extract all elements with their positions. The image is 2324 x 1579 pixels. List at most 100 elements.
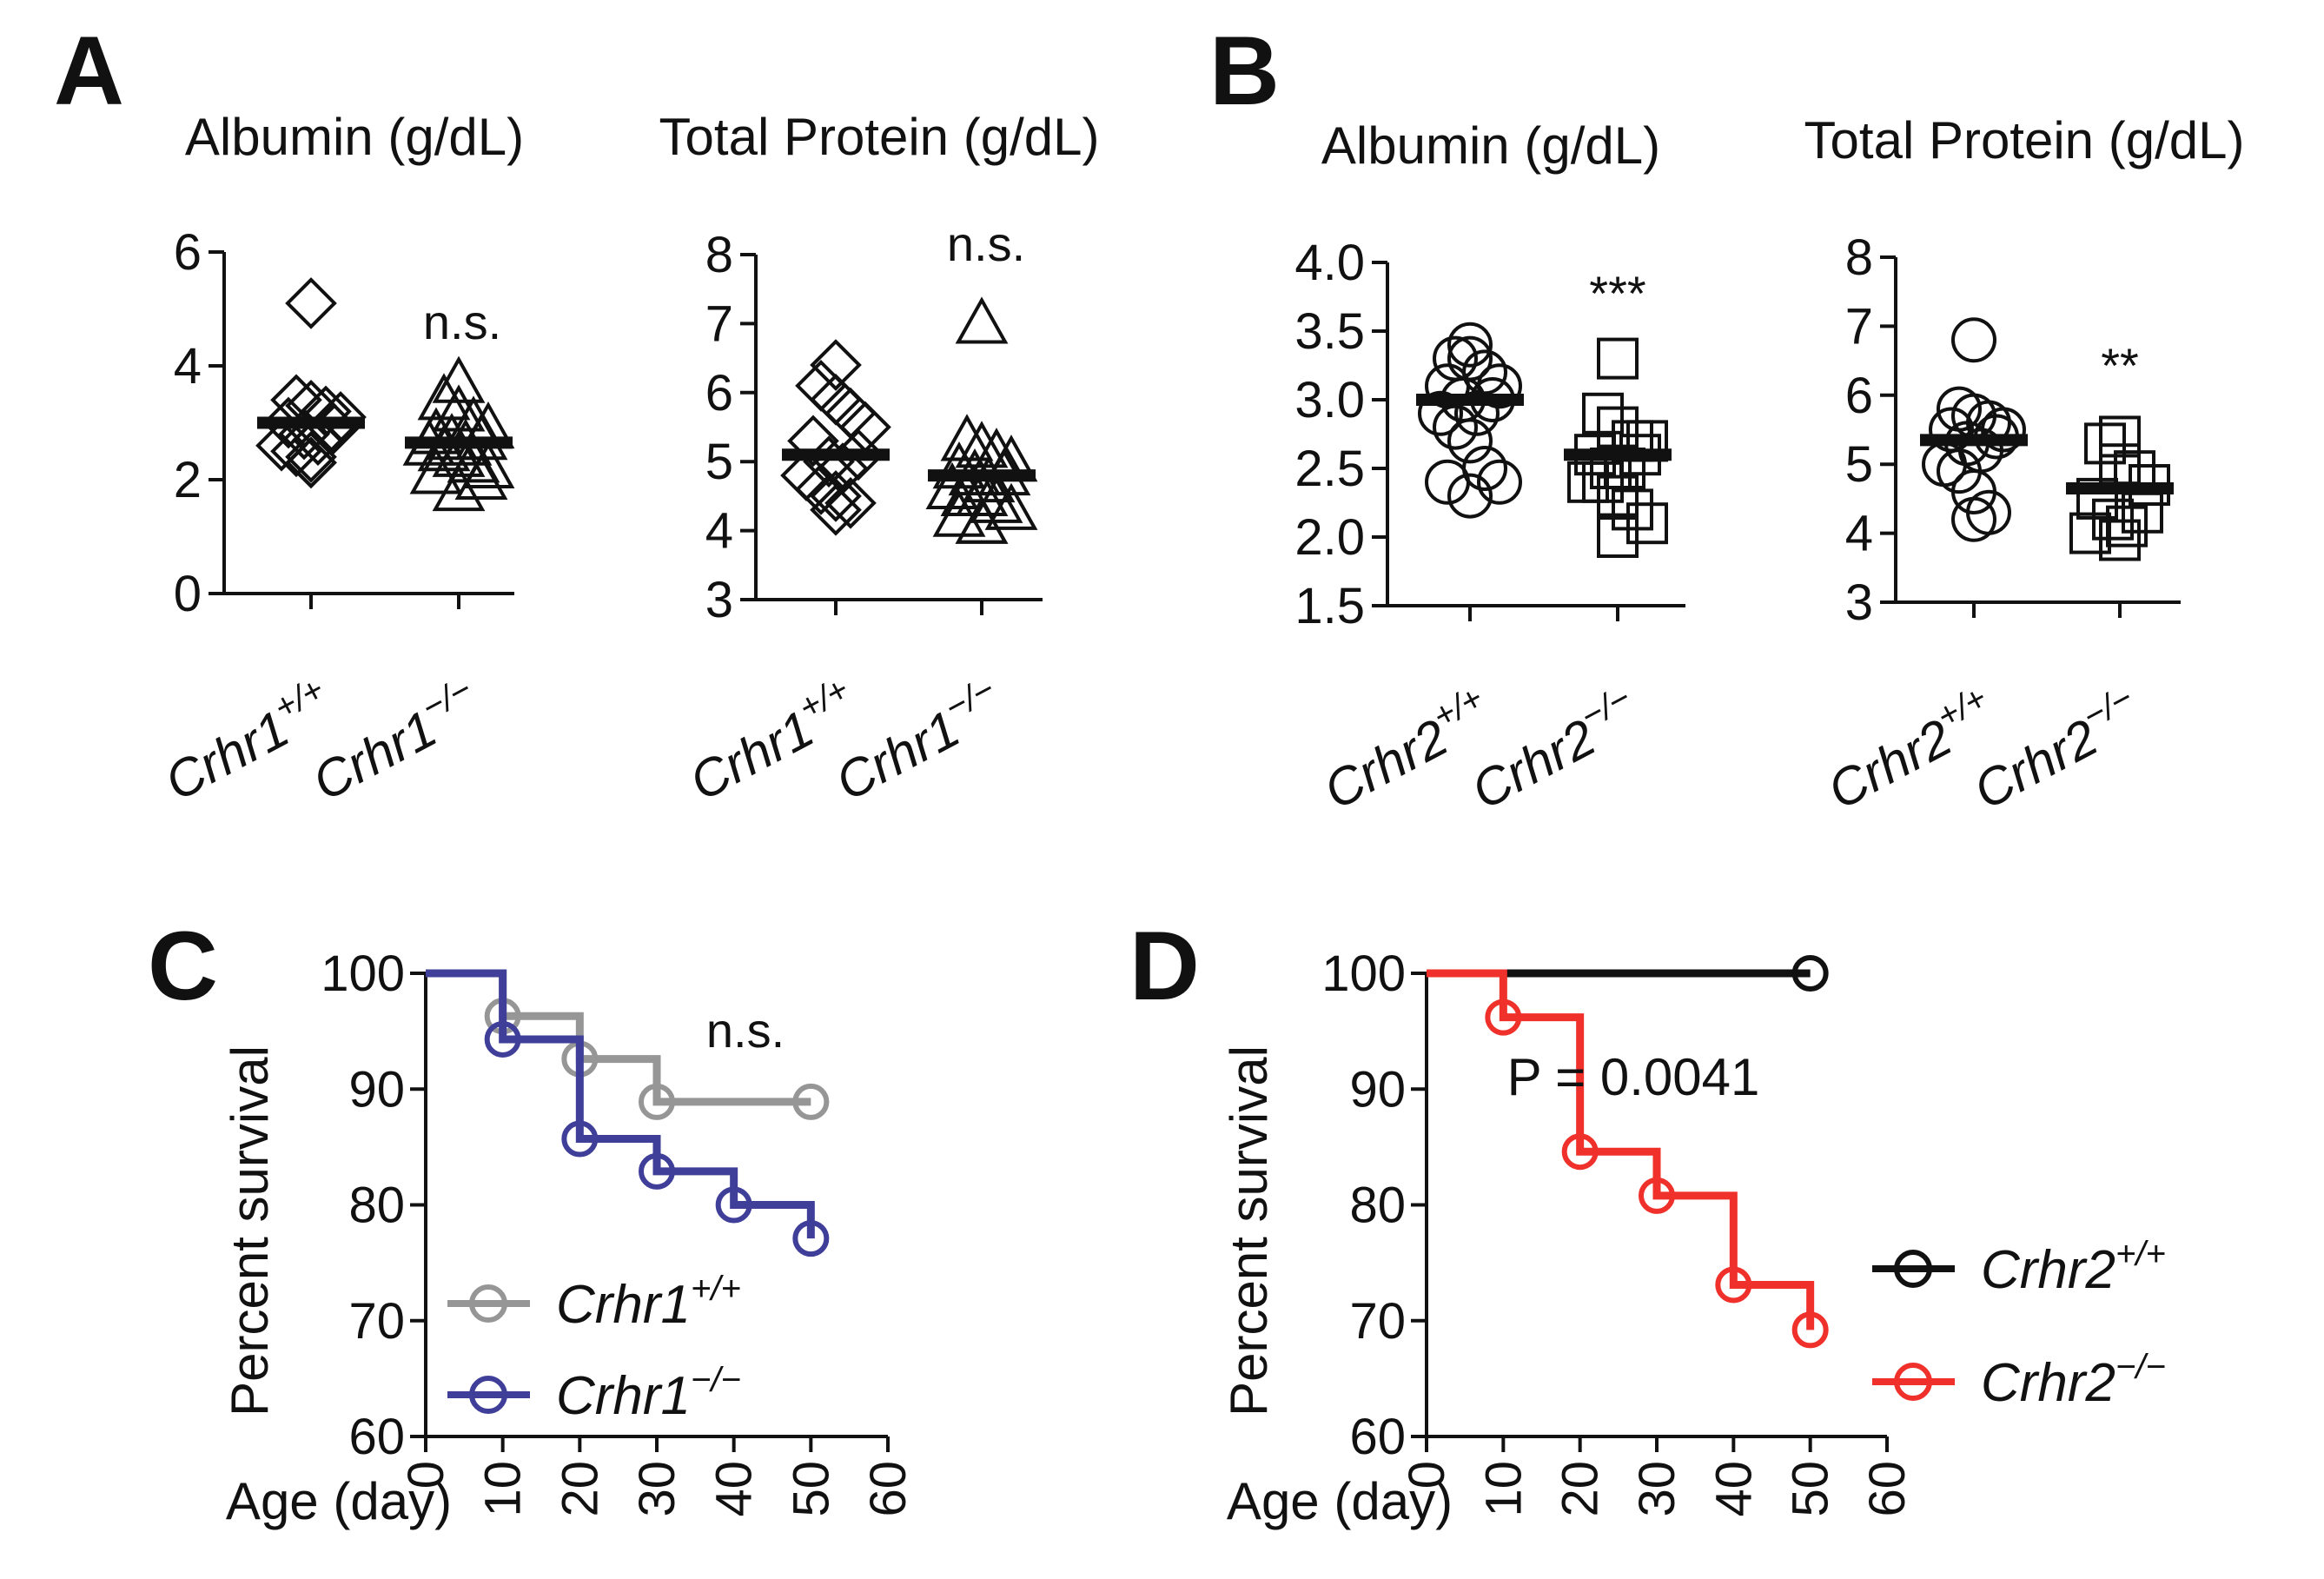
significance-label: n.s. [947, 216, 1025, 271]
x-tick-label: 20 [552, 1461, 608, 1517]
group-label: Crhr1+/+ [153, 670, 342, 812]
data-point [1454, 390, 1500, 436]
x-tick-label: 30 [629, 1461, 685, 1517]
x-tick-label: 10 [475, 1461, 532, 1517]
data-point [1597, 474, 1639, 517]
significance-label: *** [1589, 266, 1645, 321]
group-label: Crhr1+/+ [678, 670, 867, 812]
y-tick-label: 7 [705, 295, 733, 352]
y-axis-title: Percent survival [1220, 1045, 1278, 1416]
data-point [1612, 488, 1653, 531]
group-label: Crhr1−/− [301, 670, 490, 812]
censor-marker [792, 1220, 830, 1257]
data-point [285, 430, 337, 483]
data-point [984, 482, 1038, 530]
y-tick-label: 3 [705, 572, 733, 628]
data-point [1447, 473, 1493, 519]
panel-letter-a: A [54, 17, 124, 125]
y-tick-label: 100 [321, 945, 405, 1002]
data-point [824, 477, 877, 529]
data-point [1425, 459, 1470, 505]
x-tick-label: 10 [1475, 1461, 1532, 1517]
data-point [454, 452, 508, 501]
y-tick-label: 5 [1845, 436, 1873, 493]
censor-marker [1561, 1133, 1599, 1171]
legend-label: Crhr2−/− [1981, 1348, 2166, 1413]
data-point [2069, 512, 2111, 554]
data-point [1582, 392, 1624, 435]
data-point [2099, 415, 2141, 458]
chart-A-totalprotein: 3 4 5 6 7 8 Crhr1+/+Crhr1−/− n.s. [678, 216, 1043, 812]
y-tick-label: 60 [348, 1409, 405, 1465]
x-axis-title: Age (day) [1227, 1472, 1453, 1530]
y-axis-title: Percent survival [221, 1045, 279, 1416]
chart-C-survival: 60 70 80 90 100 0 10 20 30 40 50 60 Age (day) Percent… [221, 945, 917, 1530]
censor-marker [792, 1083, 830, 1120]
censor-marker [715, 1186, 752, 1224]
plots-layer: 0246Crhr1+/+Crhr1−/−n.s.345678Crhr1+/+Cr… [153, 216, 2181, 1530]
y-tick-label: 3.0 [1294, 372, 1365, 428]
data-point [970, 475, 1023, 523]
censor-marker [1715, 1266, 1752, 1304]
censor-marker [1485, 998, 1522, 1036]
legend-marker [1894, 1250, 1932, 1288]
data-point [810, 483, 862, 536]
x-tick-label: 40 [706, 1461, 763, 1517]
x-tick-label: 20 [1553, 1461, 1609, 1517]
x-tick-label: 0 [398, 1461, 454, 1489]
x-tick-label: 50 [1783, 1461, 1839, 1517]
y-tick-label: 90 [348, 1061, 405, 1118]
data-point [1626, 502, 1668, 545]
data-point [1951, 496, 1996, 542]
significance-label: ** [2101, 338, 2139, 393]
chart-a-totalprotein-title: Total Protein (g/dL) [659, 108, 1100, 166]
y-tick-label: 90 [1349, 1061, 1406, 1118]
censor-marker [1791, 1311, 1829, 1349]
censor-marker [561, 1120, 599, 1158]
y-tick-label: 2.0 [1294, 509, 1365, 566]
data-point [1418, 390, 1463, 436]
y-tick-label: 2.5 [1294, 441, 1365, 497]
legend-marker [469, 1284, 507, 1323]
x-tick-label: 0 [1399, 1461, 1455, 1489]
survival-line [1427, 969, 1815, 1330]
data-point [1447, 418, 1493, 464]
data-point [255, 419, 308, 472]
censor-marker [639, 1083, 675, 1120]
censor-marker [639, 1152, 675, 1190]
y-tick-label: 6 [174, 224, 202, 281]
y-tick-label: 7 [1845, 298, 1873, 355]
data-point [810, 339, 862, 391]
significance-annotation: n.s. [706, 1003, 785, 1058]
panel-letter-c: C [148, 912, 218, 1020]
legend-label: Crhr2+/+ [1981, 1235, 2166, 1300]
y-tick-label: 4 [705, 503, 733, 560]
data-point [1597, 337, 1639, 380]
y-tick-label: 6 [705, 365, 733, 421]
data-point [285, 277, 337, 329]
y-tick-label: 8 [1845, 229, 1873, 286]
data-point [1951, 317, 1996, 363]
data-point [1477, 459, 1522, 505]
group-label: Crhr2+/+ [1816, 679, 2005, 820]
y-tick-label: 80 [1349, 1178, 1406, 1234]
data-point [932, 489, 986, 537]
y-tick-label: 8 [705, 227, 733, 283]
legend-label: Crhr1+/+ [556, 1270, 741, 1335]
chart-B-albumin: 1.5 2.0 2.5 3.0 3.5 4.0 Crhr2+/+Crhr2−/− *** [1294, 235, 1685, 820]
chart-B-totalprotein: 3 4 5 6 7 8 Crhr2+/+Crhr2−/− ** [1816, 229, 2181, 820]
chart-D-survival: 60 70 80 90 100 0 10 20 30 40 50 60 Age (day) Percent… [1220, 945, 2166, 1530]
group-label: Crhr2−/− [1962, 679, 2151, 820]
x-tick-label: 50 [783, 1461, 839, 1517]
data-point [787, 415, 839, 468]
survival-line [426, 969, 815, 1239]
y-tick-label: 100 [1321, 945, 1406, 1002]
legend-label: Crhr1−/− [556, 1361, 741, 1426]
y-tick-label: 1.5 [1294, 578, 1365, 634]
data-point [1597, 516, 1639, 558]
y-tick-label: 3 [1845, 574, 1873, 631]
data-point [270, 425, 322, 478]
y-tick-label: 80 [348, 1178, 405, 1234]
legend-marker [1894, 1363, 1932, 1401]
data-point [1433, 404, 1478, 450]
